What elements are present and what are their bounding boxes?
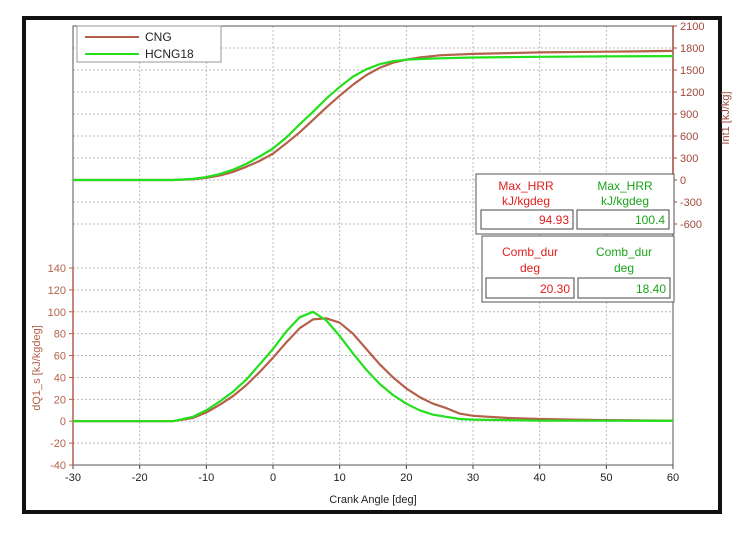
x-tick-label: 10 [334, 472, 346, 484]
max-hrr-box: Max_HRR kJ/kgdeg Max_HRR kJ/kgdeg 94.93 … [475, 173, 675, 235]
x-tick-label: 0 [270, 472, 276, 484]
lower-series-hcng18 [73, 310, 674, 423]
lower-y-tick-label: 0 [60, 416, 66, 428]
comb-dur-hcng-label-2: deg [614, 261, 634, 275]
max-hrr-cng-label-1: Max_HRR [498, 179, 554, 193]
axes: -30 -20 -10 0 10 20 30 40 50 60 140 120 100 80 60 40 20 0… [48, 21, 705, 484]
upper-y-tick-label: 1500 [680, 65, 704, 77]
lower-y-tick-label: 40 [54, 372, 66, 384]
x-axis-title: Crank Angle [deg] [329, 494, 416, 506]
max-hrr-cng-value: 94.93 [539, 213, 569, 227]
lower-y-tick-label: 120 [48, 285, 66, 297]
upper-y-tick-label: 0 [680, 175, 686, 187]
max-hrr-cng-label-2: kJ/kgdeg [502, 194, 550, 208]
comb-dur-cng-label-2: deg [520, 261, 540, 275]
lower-y-tick-label: 140 [48, 263, 66, 275]
series-lines [73, 49, 674, 423]
comb-dur-hcng-label-1: Comb_dur [596, 245, 652, 259]
upper-y-tick-label: 600 [680, 131, 698, 143]
upper-y-tick-label: -600 [680, 219, 702, 231]
upper-y-tick-label: 1200 [680, 87, 704, 99]
upper-y-tick-label: -300 [680, 197, 702, 209]
lower-y-tick-label: -20 [50, 438, 66, 450]
x-tick-label: 30 [467, 472, 479, 484]
upper-y-tick-label: 2100 [680, 21, 704, 33]
upper-y-tick-label: 900 [680, 109, 698, 121]
comb-dur-cng-value: 20.30 [540, 282, 570, 296]
legend: CNG HCNG18 [76, 25, 222, 63]
x-tick-label: -10 [198, 472, 214, 484]
lower-y-tick-label: 60 [54, 351, 66, 363]
comb-dur-hcng-value: 18.40 [636, 282, 666, 296]
upper-series-hcng18 [73, 55, 674, 182]
max-hrr-hcng-label-2: kJ/kgdeg [601, 194, 649, 208]
x-tick-label: -30 [65, 472, 81, 484]
legend-label-hcng18: HCNG18 [145, 47, 194, 61]
lower-y-axis-title: dQ1_s [kJ/kgdeg] [31, 325, 43, 411]
upper-y-tick-label: 1800 [680, 43, 704, 55]
legend-label-cng: CNG [145, 30, 172, 44]
lower-y-tick-label: 20 [54, 394, 66, 406]
lower-y-tick-label: -40 [50, 460, 66, 472]
lower-y-tick-label: 100 [48, 307, 66, 319]
x-tick-label: 50 [600, 472, 612, 484]
lower-series-cng [73, 317, 674, 423]
max-hrr-hcng-value: 100.4 [635, 213, 665, 227]
comb-dur-cng-label-1: Comb_dur [502, 245, 558, 259]
max-hrr-hcng-label-1: Max_HRR [597, 179, 653, 193]
lower-y-tick-label: 80 [54, 329, 66, 341]
x-tick-label: -20 [132, 472, 148, 484]
upper-y-tick-label: 300 [680, 153, 698, 165]
comb-dur-box: Comb_dur deg Comb_dur deg 20.30 18.40 [481, 235, 675, 303]
x-tick-label: 20 [400, 472, 412, 484]
x-tick-label: 60 [667, 472, 679, 484]
upper-y-axis-title: Int1 [kJ/kg] [720, 91, 732, 144]
x-tick-label: 40 [534, 472, 546, 484]
